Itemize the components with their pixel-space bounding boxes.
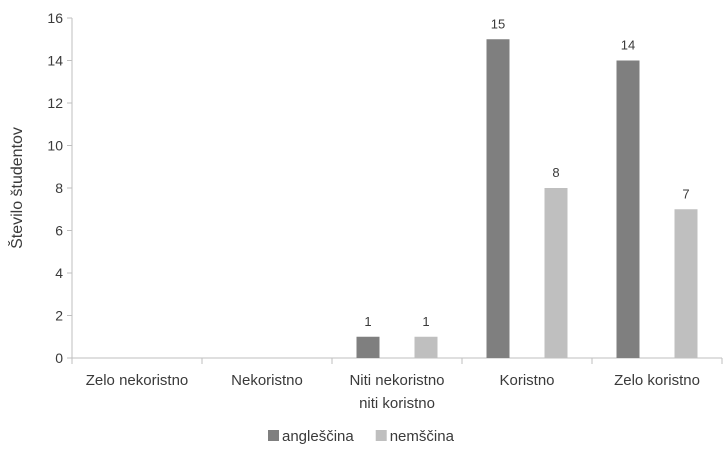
bars: 1 15 14 1 8 7 <box>356 16 698 358</box>
data-label: 1 <box>422 314 429 329</box>
x-category-label: Nekoristno <box>231 372 303 389</box>
bar <box>486 39 510 358</box>
x-category-label: Zelo koristno <box>614 372 700 389</box>
y-axis-label: Število študentov <box>7 127 26 249</box>
y-tick-label: 10 <box>47 138 63 154</box>
legend-item: nemščina <box>375 428 455 445</box>
y-axis: 0 2 4 6 8 10 12 14 16 <box>47 10 73 366</box>
legend-label: nemščina <box>390 428 455 445</box>
legend-swatch <box>375 430 387 441</box>
bar <box>544 188 568 358</box>
bar <box>356 336 380 358</box>
x-axis: Zelo nekoristno Nekoristno Niti nekoristno… <box>71 357 723 412</box>
data-label: 14 <box>621 38 635 53</box>
y-tick-label: 8 <box>55 180 63 196</box>
bar <box>616 60 640 358</box>
y-tick-label: 6 <box>55 223 63 239</box>
legend-label: angleščina <box>282 428 354 445</box>
legend-swatch <box>268 430 279 441</box>
legend: angleščina nemščina <box>268 428 455 445</box>
data-label: 15 <box>491 16 505 31</box>
bar <box>414 336 438 358</box>
x-category-label: Zelo nekoristno <box>86 372 189 389</box>
y-tick-label: 12 <box>47 95 63 111</box>
data-label: 1 <box>364 314 371 329</box>
bar <box>674 209 698 358</box>
y-tick-label: 16 <box>47 10 63 26</box>
data-label: 8 <box>552 165 559 180</box>
y-tick-label: 4 <box>55 265 63 281</box>
x-category-label: Niti nekoristno niti koristno <box>349 372 444 412</box>
data-label: 7 <box>682 186 689 201</box>
y-tick-label: 0 <box>55 350 63 366</box>
y-tick-label: 2 <box>55 308 63 324</box>
legend-item: angleščina <box>268 428 354 445</box>
y-tick-label: 14 <box>47 53 63 69</box>
x-category-label: Koristno <box>499 372 554 389</box>
